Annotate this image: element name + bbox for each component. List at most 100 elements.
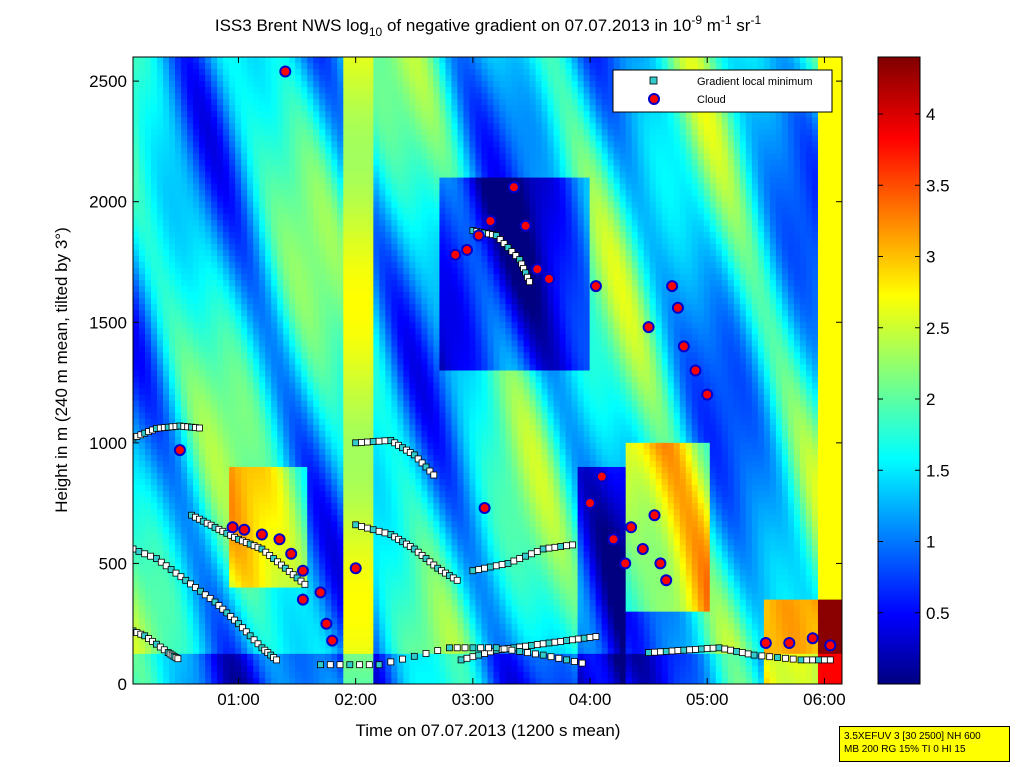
heatmap-cell [211, 159, 218, 167]
heatmap-cell [313, 515, 320, 522]
heatmap-cell [175, 352, 182, 360]
heatmap-cell [199, 249, 206, 257]
heatmap-cell [367, 225, 374, 233]
heatmap-cell [343, 497, 350, 504]
heatmap-cell [319, 219, 326, 227]
heatmap-cell [259, 491, 266, 498]
heatmap-cell [133, 159, 140, 167]
heatmap-cell [361, 213, 368, 221]
heatmap-cell [223, 659, 230, 667]
heatmap-cell [391, 231, 398, 239]
heatmap-cell [313, 497, 320, 504]
heatmap-cell [157, 304, 164, 311]
heatmap-cell [205, 599, 212, 607]
heatmap-cell [265, 611, 272, 619]
heatmap-cell [181, 400, 188, 408]
heatmap-cell [151, 412, 158, 420]
heatmap-cell [145, 141, 152, 149]
heatmap-cell [187, 189, 194, 197]
heatmap-cell [235, 280, 242, 287]
heatmap-cell [379, 219, 386, 227]
heatmap-cell [295, 207, 302, 215]
heatmap-cell [343, 400, 350, 408]
heatmap-cell [361, 394, 368, 402]
heatmap-cell [145, 117, 152, 124]
heatmap-cell [397, 593, 404, 601]
heatmap-cell [403, 436, 410, 444]
heatmap-cell [283, 521, 290, 528]
heatmap-cell [373, 430, 380, 438]
heatmap-cell [385, 424, 392, 432]
heatmap-cell [337, 406, 344, 414]
heatmap-cell [175, 147, 182, 155]
heatmap-cell [349, 454, 356, 462]
heatmap-cell [307, 418, 314, 426]
heatmap-cell [385, 310, 392, 317]
heatmap-cell [241, 201, 248, 209]
heatmap-cell [283, 268, 290, 275]
heatmap-cell [289, 521, 296, 528]
heatmap-cell [259, 165, 266, 173]
heatmap-cell [277, 201, 284, 209]
heatmap-cell [325, 629, 332, 637]
heatmap-cell [265, 129, 272, 136]
heatmap-cell [343, 515, 350, 522]
heatmap-cell [307, 352, 314, 360]
heatmap-cell [229, 57, 236, 64]
heatmap-cell [211, 472, 218, 480]
heatmap-cell [301, 617, 308, 625]
heatmap-cell [163, 575, 170, 583]
heatmap-cell [187, 364, 194, 372]
heatmap-cell [151, 575, 158, 583]
heatmap-cell [403, 292, 410, 299]
heatmap-cell [139, 249, 146, 257]
heatmap-cell [367, 412, 374, 420]
heatmap-cell [277, 454, 284, 462]
heatmap-cell [301, 557, 308, 565]
heatmap-cell [397, 605, 404, 613]
heatmap-cell [247, 177, 254, 185]
heatmap-cell [331, 141, 338, 149]
heatmap-cell [397, 677, 404, 684]
heatmap-cell [331, 207, 338, 215]
heatmap-cell [235, 105, 242, 112]
heatmap-cell [367, 177, 374, 185]
heatmap-cell [391, 159, 398, 167]
heatmap-cell [295, 93, 302, 100]
heatmap-cell [397, 69, 404, 76]
heatmap-cell [235, 424, 242, 432]
heatmap-cell [151, 298, 158, 305]
heatmap-cell [415, 207, 423, 215]
heatmap-cell [151, 581, 158, 589]
heatmap-cell [325, 171, 332, 179]
heatmap-cell [379, 479, 386, 486]
heatmap-cell [157, 629, 164, 637]
heatmap-cell [139, 545, 146, 552]
heatmap-cell [229, 286, 236, 293]
heatmap-cell [133, 117, 140, 124]
heatmap-cell [265, 587, 272, 595]
heatmap-cell [283, 557, 290, 565]
heatmap-cell [205, 280, 212, 287]
heatmap-cell [283, 153, 290, 161]
heatmap-cell [283, 587, 290, 595]
heatmap-cell [211, 316, 218, 323]
heatmap-cell [169, 442, 176, 450]
heatmap-cell [415, 322, 423, 329]
heatmap-cell [385, 491, 392, 498]
heatmap-cell [199, 177, 206, 185]
heatmap-cell [259, 195, 266, 203]
heatmap-cell [415, 63, 423, 70]
heatmap-cell [349, 316, 356, 323]
heatmap-cell [229, 491, 236, 498]
heatmap-cell [295, 677, 302, 684]
heatmap-cell [331, 171, 338, 179]
heatmap-cell [355, 334, 362, 341]
heatmap-cell [349, 382, 356, 390]
heatmap-cell [157, 460, 164, 468]
heatmap-cell [379, 141, 386, 149]
heatmap-cell [157, 243, 164, 251]
heatmap-cell [205, 653, 212, 661]
heatmap-cell [211, 647, 218, 655]
heatmap-cell [319, 69, 326, 76]
